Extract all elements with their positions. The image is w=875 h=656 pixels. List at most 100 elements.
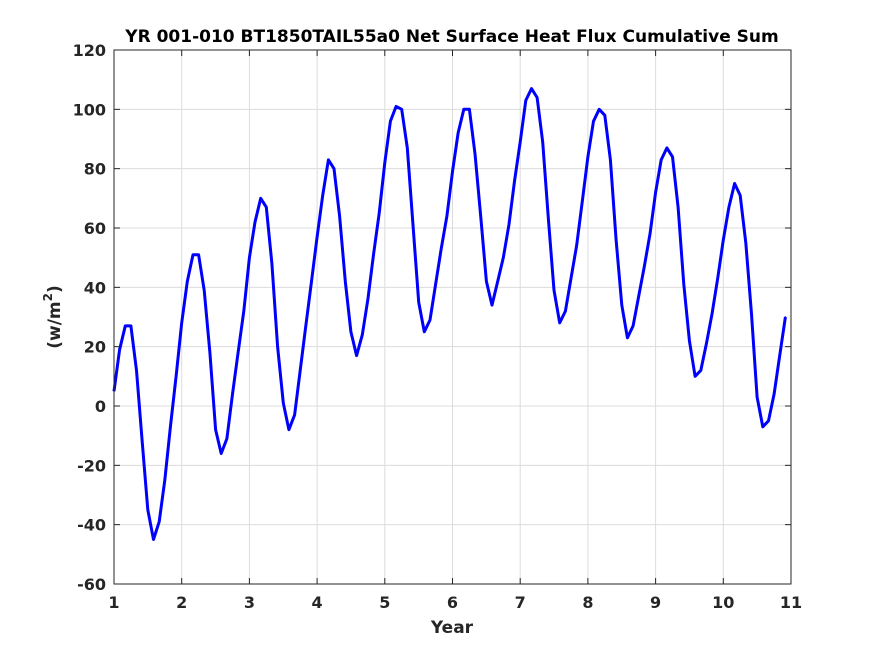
data-point — [310, 280, 313, 283]
data-point — [175, 375, 177, 378]
data-point — [299, 369, 301, 372]
data-point — [705, 342, 708, 345]
data-point — [242, 310, 245, 312]
data-point — [248, 256, 251, 259]
data-point — [778, 354, 781, 357]
y-tick-label: -40 — [77, 516, 106, 535]
data-point — [592, 120, 595, 122]
data-point — [750, 313, 753, 315]
data-point — [688, 339, 691, 342]
data-point — [541, 141, 544, 143]
data-point — [304, 325, 307, 327]
x-tick-label: 9 — [650, 593, 661, 612]
data-point — [214, 428, 217, 431]
data-point — [728, 206, 730, 209]
data-point — [654, 191, 657, 194]
data-point — [620, 304, 623, 306]
data-point — [338, 215, 341, 217]
data-point — [209, 351, 211, 354]
x-tick-label: 11 — [780, 593, 802, 612]
data-point — [519, 141, 521, 143]
data-point — [756, 396, 758, 398]
data-point — [130, 325, 132, 327]
data-point — [733, 182, 736, 185]
data-point — [400, 108, 403, 111]
data-point — [384, 161, 386, 164]
data-point — [547, 218, 550, 220]
data-point — [496, 280, 499, 283]
x-tick-label: 4 — [312, 593, 323, 612]
data-point — [508, 224, 510, 226]
y-axis-label-base: (w/m — [45, 301, 65, 348]
data-point — [581, 200, 584, 203]
data-point — [423, 331, 426, 333]
data-point — [570, 277, 572, 280]
data-point — [344, 280, 347, 283]
data-point — [186, 280, 189, 283]
data-point — [761, 425, 764, 428]
x-tick-label: 6 — [447, 593, 458, 612]
data-point — [446, 215, 448, 217]
x-tick-label: 3 — [244, 593, 255, 612]
x-tick-label: 5 — [379, 593, 390, 612]
data-point — [637, 295, 640, 298]
y-axis-label-end: ) — [45, 285, 65, 293]
y-tick-label: 40 — [84, 278, 106, 297]
data-point — [564, 310, 567, 312]
data-point — [457, 132, 459, 134]
data-point — [197, 253, 200, 256]
data-point — [773, 393, 775, 395]
data-point — [434, 283, 437, 286]
data-point — [271, 262, 273, 265]
data-point — [135, 369, 138, 372]
data-point — [169, 425, 172, 428]
data-point — [429, 319, 431, 321]
data-point — [699, 369, 702, 372]
data-point — [694, 375, 696, 378]
ticks: 1 2 3 4 5 6 7 8 9 10 11 -60 -40 -20 0 20 40 60 80 100 120 — [73, 41, 803, 612]
data-point — [412, 224, 414, 226]
data-point — [124, 325, 127, 327]
data-point — [716, 277, 719, 280]
data-point — [451, 170, 454, 173]
data-point — [147, 509, 149, 511]
data-point — [282, 402, 285, 404]
data-point — [666, 147, 668, 149]
y-tick-label: -20 — [77, 456, 106, 475]
data-point — [180, 322, 183, 324]
y-tick-label: 0 — [95, 397, 106, 416]
data-point — [485, 280, 488, 283]
data-point — [711, 313, 713, 315]
x-tick-label: 2 — [176, 593, 187, 612]
data-point — [163, 479, 166, 481]
y-tick-label: 100 — [73, 100, 106, 119]
data-point — [784, 316, 787, 318]
data-point — [265, 206, 268, 209]
x-tick-label: 10 — [712, 593, 734, 612]
data-point — [722, 239, 725, 241]
data-point — [417, 301, 420, 303]
data-point — [553, 289, 555, 292]
data-point — [767, 420, 770, 422]
data-point — [558, 322, 561, 324]
data-point — [626, 336, 629, 339]
data-point — [463, 108, 465, 111]
series-layer — [112, 87, 787, 541]
data-point — [513, 179, 516, 182]
data-point — [671, 156, 674, 158]
x-tick-label: 8 — [582, 593, 593, 612]
y-tick-label: 60 — [84, 219, 106, 238]
data-point — [643, 265, 646, 268]
data-point — [615, 239, 617, 241]
data-point — [406, 147, 409, 149]
data-point — [479, 215, 482, 217]
data-point — [598, 108, 601, 111]
data-point — [276, 345, 279, 348]
data-point — [739, 194, 742, 197]
data-point — [372, 253, 375, 256]
y-axis-label: (w/m2) — [41, 285, 65, 349]
data-point — [355, 354, 358, 357]
data-point — [231, 393, 234, 395]
data-point — [237, 351, 239, 354]
